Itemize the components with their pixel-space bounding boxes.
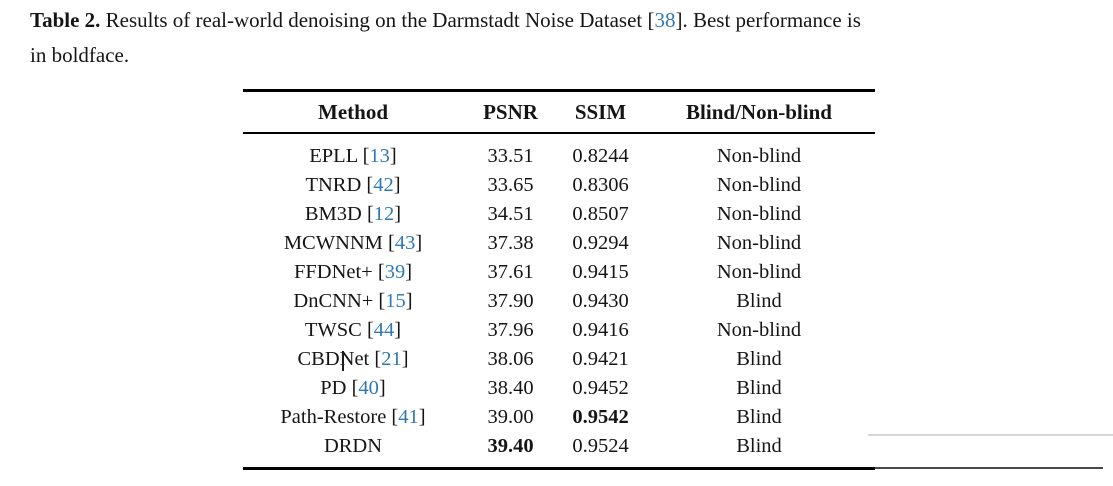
blind-cell: Blind	[736, 435, 782, 457]
table-row: DRDN 39.40 0.9524 Blind	[243, 432, 875, 461]
psnr-cell: 37.96	[487, 319, 534, 341]
blind-cell: Non-blind	[716, 145, 802, 167]
blind-cell: Non-blind	[716, 261, 802, 283]
ssim-cell: 0.9542	[572, 406, 629, 428]
table-row: TNRD [42] 33.65 0.8306 Non-blind	[243, 171, 875, 200]
ssim-cell: 0.9524	[572, 435, 629, 457]
method-cell: TNRD [42]	[305, 174, 401, 196]
blind-cell: Non-blind	[716, 319, 802, 341]
table-row: DnCNN+ [15] 37.90 0.9430 Blind	[243, 287, 875, 316]
method-cell: PD [40]	[320, 377, 386, 399]
ssim-cell: 0.9416	[572, 319, 629, 341]
table-caption: Table 2. Results of real-world denoising…	[30, 3, 861, 73]
citation-link[interactable]: 15	[385, 290, 406, 312]
method-cell: Path-Restore [41]	[280, 406, 426, 428]
table-top-rule	[243, 89, 875, 92]
ssim-cell: 0.9421	[572, 348, 629, 370]
citation-link[interactable]: 42	[373, 174, 394, 196]
psnr-cell: 39.00	[487, 406, 534, 428]
table-row: PD [40] 38.40 0.9452 Blind	[243, 374, 875, 403]
psnr-cell: 33.65	[487, 174, 534, 196]
citation-link[interactable]: 12	[373, 203, 395, 225]
blind-cell: Non-blind	[716, 174, 802, 196]
method-cell: EPLL [13]	[309, 145, 397, 167]
citation-link[interactable]: 41	[398, 406, 419, 428]
col-header-ssim: SSIM	[574, 99, 627, 124]
table-row: CBDNet [21] 38.06 0.9421 Blind	[243, 345, 875, 374]
ssim-cell: 0.8306	[572, 174, 629, 196]
citation-link[interactable]: 39	[384, 261, 406, 283]
table-header-row: Method PSNR SSIM Blind/Non-blind	[243, 92, 875, 132]
citation-link[interactable]: 40	[358, 377, 379, 399]
ssim-cell: 0.9452	[572, 377, 629, 399]
blind-cell: Non-blind	[716, 203, 802, 225]
cursor-artifact	[342, 351, 344, 371]
caption-text-before-ref: Results of real-world denoising on the D…	[105, 8, 655, 32]
table-row: Path-Restore [41] 39.00 0.9542 Blind	[243, 403, 875, 432]
table-row: MCWNNM [43] 37.38 0.9294 Non-blind	[243, 229, 875, 258]
table-body: EPLL [13] 33.51 0.8244 Non-blind TNRD [4…	[243, 134, 875, 467]
citation-link[interactable]: 44	[373, 319, 395, 341]
caption-text-after-ref: ]. Best performance is	[675, 8, 861, 32]
caption-line-2: in boldface.	[30, 43, 130, 67]
results-table: Method PSNR SSIM Blind/Non-blind EPLL [1…	[243, 89, 875, 470]
method-cell: BM3D [12]	[304, 203, 402, 225]
table-bottom-rule	[243, 467, 875, 470]
ssim-cell: 0.8507	[572, 203, 629, 225]
col-header-method: Method	[318, 99, 388, 124]
psnr-cell: 39.40	[487, 435, 534, 457]
ssim-cell: 0.9415	[572, 261, 629, 283]
citation-link[interactable]: 21	[381, 348, 402, 370]
psnr-cell: 38.40	[487, 377, 534, 399]
caption-line-1: Table 2. Results of real-world denoising…	[30, 3, 861, 38]
psnr-cell: 38.06	[487, 348, 534, 370]
blind-cell: Non-blind	[716, 232, 802, 254]
table-row: BM3D [12] 34.51 0.8507 Non-blind	[243, 200, 875, 229]
blind-cell: Blind	[736, 406, 782, 428]
psnr-cell: 37.38	[487, 232, 534, 254]
faint-scan-line-artifact	[868, 434, 1113, 436]
psnr-cell: 33.51	[487, 145, 534, 167]
citation-link[interactable]: 43	[394, 232, 416, 254]
method-cell: DnCNN+ [15]	[293, 290, 413, 312]
ssim-cell: 0.9430	[572, 290, 629, 312]
blind-cell: Blind	[736, 348, 782, 370]
bottom-rule-extension-artifact	[875, 467, 1103, 469]
ssim-cell: 0.8244	[572, 145, 629, 167]
caption-label: Table 2.	[30, 8, 101, 32]
table-row: EPLL [13] 33.51 0.8244 Non-blind	[243, 142, 875, 171]
citation-link[interactable]: 38	[654, 8, 676, 32]
method-cell: FFDNet+ [39]	[293, 261, 413, 283]
table-row: TWSC [44] 37.96 0.9416 Non-blind	[243, 316, 875, 345]
method-cell: TWSC [44]	[304, 319, 402, 341]
blind-cell: Blind	[736, 377, 782, 399]
blind-cell: Blind	[736, 290, 782, 312]
psnr-cell: 34.51	[487, 203, 534, 225]
ssim-cell: 0.9294	[572, 232, 629, 254]
table-row: FFDNet+ [39] 37.61 0.9415 Non-blind	[243, 258, 875, 287]
col-header-blind: Blind/Non-blind	[686, 99, 832, 124]
citation-link[interactable]: 13	[369, 145, 390, 167]
psnr-cell: 37.90	[487, 290, 534, 312]
method-cell: CBDNet [21]	[297, 348, 409, 370]
method-cell: DRDN	[323, 435, 383, 457]
col-header-psnr: PSNR	[483, 99, 538, 124]
method-cell: MCWNNM [43]	[283, 232, 423, 254]
table-header-rule	[243, 132, 875, 134]
psnr-cell: 37.61	[487, 261, 534, 283]
